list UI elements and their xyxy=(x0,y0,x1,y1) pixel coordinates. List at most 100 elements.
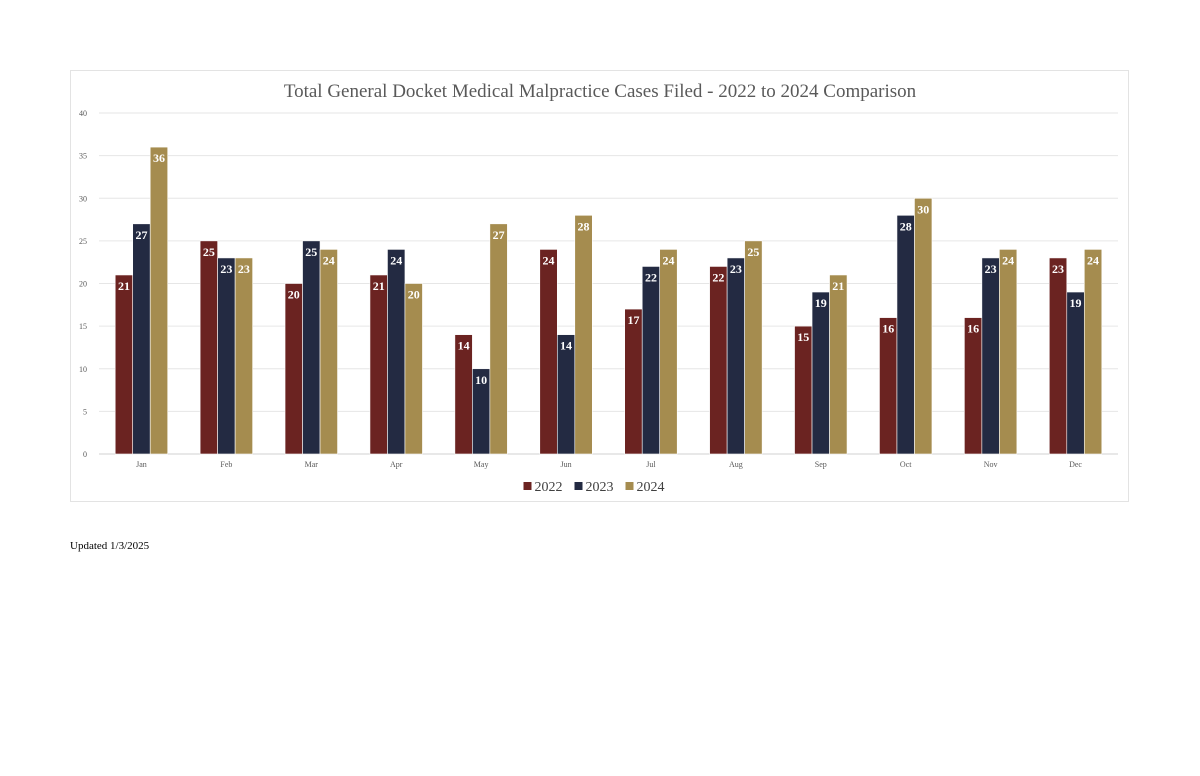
bar-2022-jun xyxy=(539,249,558,455)
data-label: 23 xyxy=(1052,262,1064,276)
data-label: 30 xyxy=(917,202,929,216)
bar-2023-apr xyxy=(387,249,406,455)
data-label: 15 xyxy=(797,330,809,344)
data-label: 24 xyxy=(390,253,402,267)
bar-2024-apr xyxy=(404,283,423,455)
bar-2023-mar xyxy=(302,240,321,455)
x-tick-label: Nov xyxy=(984,460,998,469)
data-label: 25 xyxy=(305,245,317,259)
y-tick-label: 40 xyxy=(79,109,87,118)
data-label: 23 xyxy=(220,262,232,276)
bar-2022-jul xyxy=(624,308,643,455)
x-tick-label: Feb xyxy=(220,460,232,469)
bar-2023-dec xyxy=(1066,291,1085,455)
y-axis-ticks: 0 5 10 15 20 25 30 35 40 xyxy=(79,109,87,459)
bar-2022-sep xyxy=(794,325,813,455)
x-tick-label: Jul xyxy=(646,460,656,469)
data-label: 16 xyxy=(882,322,894,336)
x-tick-label: Apr xyxy=(390,460,403,469)
data-label: 24 xyxy=(323,253,335,267)
legend-swatch xyxy=(625,482,634,490)
data-label: 21 xyxy=(118,279,130,293)
data-label: 23 xyxy=(985,262,997,276)
bar-2023-jul xyxy=(641,266,661,455)
legend-label: 2022 xyxy=(535,480,563,495)
data-label: 10 xyxy=(475,373,487,387)
bar-2022-apr xyxy=(369,274,388,455)
bar-2024-nov xyxy=(999,249,1018,455)
data-label: 28 xyxy=(900,219,912,233)
data-label: 19 xyxy=(1070,296,1082,310)
y-tick-label: 35 xyxy=(79,152,87,161)
bar-2023-nov xyxy=(981,257,1000,455)
data-label: 22 xyxy=(645,270,657,284)
x-tick-label: May xyxy=(474,460,489,469)
data-label: 36 xyxy=(153,151,165,165)
x-tick-label: Aug xyxy=(729,460,743,469)
data-label: 14 xyxy=(458,339,470,353)
data-label: 19 xyxy=(815,296,827,310)
data-label: 20 xyxy=(408,288,420,302)
data-label: 27 xyxy=(135,228,147,242)
chart-container: Total General Docket Medical Malpractice… xyxy=(70,70,1129,502)
data-label: 17 xyxy=(627,313,639,327)
bar-2022-jan xyxy=(114,274,134,455)
bar-2022-mar xyxy=(284,283,303,455)
legend-label: 2024 xyxy=(637,480,665,495)
bar-2022-feb xyxy=(199,240,218,455)
bar-2022-aug xyxy=(709,266,728,455)
x-tick-label: Dec xyxy=(1069,460,1082,469)
data-label: 21 xyxy=(832,279,844,293)
data-label: 24 xyxy=(1002,253,1014,267)
x-tick-label: Mar xyxy=(305,460,319,469)
x-axis-ticks: Jan Feb Mar Apr May Jun Jul Aug Sep Oct Nov Dec xyxy=(136,460,1082,469)
chart-title: Total General Docket Medical Malpractice… xyxy=(284,81,917,102)
data-label: 14 xyxy=(560,339,572,353)
bar-2024-mar xyxy=(319,249,338,455)
bar-2024-jul xyxy=(659,249,678,455)
bar-2024-oct xyxy=(914,197,933,455)
bar-2024-may xyxy=(489,223,508,455)
bar-2024-feb xyxy=(234,257,253,455)
y-tick-label: 20 xyxy=(79,280,87,289)
data-label: 28 xyxy=(578,219,590,233)
data-label: 23 xyxy=(730,262,742,276)
y-tick-label: 10 xyxy=(79,365,87,374)
legend-swatch xyxy=(574,482,583,490)
x-tick-label: Jan xyxy=(136,460,147,469)
data-label: 27 xyxy=(493,228,505,242)
y-tick-label: 25 xyxy=(79,237,87,246)
data-label: 23 xyxy=(238,262,250,276)
bar-2023-aug xyxy=(726,257,745,455)
y-tick-label: 5 xyxy=(83,407,87,416)
data-label: 21 xyxy=(373,279,385,293)
bar-2023-feb xyxy=(217,257,236,455)
data-label: 20 xyxy=(288,288,300,302)
bar-2023-oct xyxy=(896,215,915,455)
data-label: 24 xyxy=(662,253,674,267)
bar-2024-dec xyxy=(1083,249,1103,455)
bar-2024-jan xyxy=(149,146,169,455)
bar-2024-aug xyxy=(744,240,763,455)
bar-2022-dec xyxy=(1048,257,1068,455)
data-label: 24 xyxy=(1087,253,1099,267)
bar-2023-jan xyxy=(132,223,151,455)
data-label: 25 xyxy=(747,245,759,259)
y-tick-label: 0 xyxy=(83,450,87,459)
bar-chart: Total General Docket Medical Malpractice… xyxy=(79,81,1118,495)
y-tick-label: 30 xyxy=(79,194,87,203)
bars: 21 27 36 25 23 23 20 25 24 21 24 20 14 10 27 24 14 28 17 22… xyxy=(114,146,1103,455)
updated-note: Updated 1/3/2025 xyxy=(70,540,150,552)
legend-label: 2023 xyxy=(586,480,614,495)
data-label: 24 xyxy=(543,253,555,267)
bar-2022-nov xyxy=(964,317,983,455)
legend-swatch xyxy=(523,482,532,490)
data-label: 22 xyxy=(712,270,724,284)
x-tick-label: Sep xyxy=(815,460,827,469)
bar-2022-oct xyxy=(879,317,898,455)
bar-2023-sep xyxy=(811,291,830,455)
gridlines xyxy=(99,112,1118,455)
bar-2024-jun xyxy=(574,215,593,455)
legend: 2022 2023 2024 xyxy=(523,480,665,495)
data-label: 16 xyxy=(967,322,979,336)
